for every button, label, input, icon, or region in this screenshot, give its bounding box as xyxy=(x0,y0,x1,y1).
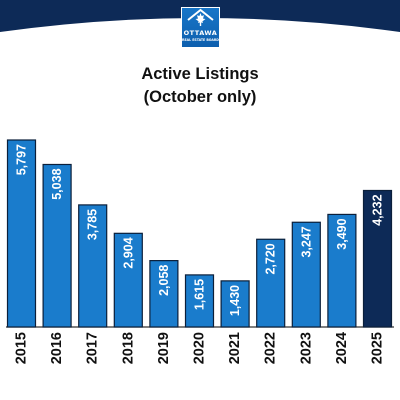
tick-label-2024: 2024 xyxy=(334,332,350,364)
tick-label-2019: 2019 xyxy=(156,332,172,364)
value-label-2021: 1,430 xyxy=(228,285,242,316)
tick-label-2025: 2025 xyxy=(370,332,386,364)
tick-label-2020: 2020 xyxy=(192,332,208,364)
bar-2015 xyxy=(6,139,37,328)
bar-2022 xyxy=(256,238,286,328)
bar-2021 xyxy=(220,280,250,328)
tick-label-2021: 2021 xyxy=(227,332,243,364)
value-label-2020: 1,615 xyxy=(193,279,207,310)
bar-2025 xyxy=(362,189,393,328)
tick-label-2015: 2015 xyxy=(14,332,30,364)
tick-label-2023: 2023 xyxy=(298,332,314,364)
bar-2020 xyxy=(184,274,215,328)
logo-wordmark: OTTAWA xyxy=(183,29,218,37)
ottawa-real-estate-board-logo: OTTAWA REAL ESTATE BOARD xyxy=(181,7,220,48)
bar-2017 xyxy=(78,204,108,328)
bar-2019 xyxy=(149,260,179,328)
value-label-2025: 4,232 xyxy=(371,194,385,225)
tick-label-2017: 2017 xyxy=(85,332,101,364)
value-label-2022: 2,720 xyxy=(264,243,278,274)
maple-leaf-house-icon xyxy=(187,8,214,26)
chart-subtitle: (October only) xyxy=(143,88,257,106)
chart-title: Active Listings xyxy=(141,65,259,83)
bar-2024 xyxy=(327,213,357,328)
value-label-2017: 3,785 xyxy=(86,209,100,240)
value-label-2024: 3,490 xyxy=(335,218,349,249)
bar-2023 xyxy=(291,221,321,328)
value-label-2023: 3,247 xyxy=(299,226,313,257)
tick-label-2022: 2022 xyxy=(263,332,279,364)
value-label-2015: 5,797 xyxy=(15,144,29,175)
bar-2016 xyxy=(42,163,72,328)
tick-label-2016: 2016 xyxy=(49,332,65,364)
value-label-2016: 5,038 xyxy=(50,168,64,199)
bar-2018 xyxy=(113,232,143,328)
tick-label-2018: 2018 xyxy=(120,332,136,364)
logo-tagline: REAL ESTATE BOARD xyxy=(182,38,219,42)
value-label-2018: 2,904 xyxy=(121,237,135,268)
value-label-2019: 2,058 xyxy=(157,265,171,296)
